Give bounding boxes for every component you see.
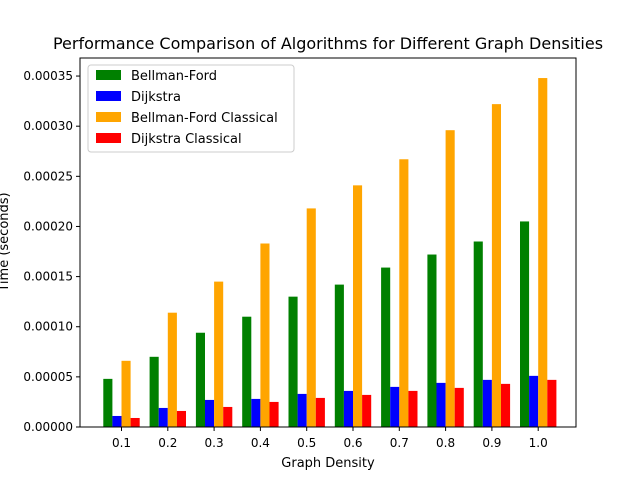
legend-label: Dijkstra [131, 90, 181, 105]
bar-bellman-ford-classical-0.9 [491, 104, 501, 428]
bar-dijkstra-0.6 [343, 390, 353, 427]
bar-bellman-ford-0.8 [427, 254, 437, 427]
bar-dijkstra-classical-0.1 [130, 417, 140, 427]
x-tick-label: 0.6 [343, 436, 362, 450]
legend-swatch [96, 70, 121, 80]
x-tick-label: 0.2 [158, 436, 177, 450]
y-tick-label: 0.00000 [23, 420, 73, 434]
bar-bellman-ford-classical-0.8 [445, 130, 455, 427]
bar-bellman-ford-classical-0.2 [167, 312, 177, 427]
x-axis: 0.1 0.2 0.3 0.4 0.5 0.6 0.7 0.8 0.9 1.0 [112, 427, 548, 450]
chart-title: Performance Comparison of Algorithms for… [53, 34, 603, 53]
bar-dijkstra-classical-0.7 [408, 390, 418, 427]
bar-bellman-ford-0.7 [381, 267, 391, 427]
bar-dijkstra-0.2 [158, 407, 168, 427]
legend-box [87, 64, 295, 153]
bar-dijkstra-classical-1.0 [547, 379, 557, 427]
x-tick-label: 0.5 [297, 436, 316, 450]
y-axis: 0.00000 0.00005 0.00010 0.00015 0.00020 0.000… [23, 69, 80, 434]
bar-dijkstra-classical-0.8 [454, 387, 464, 427]
bar-bellman-ford-1.0 [520, 221, 530, 427]
y-tick-label: 0.00030 [23, 119, 73, 133]
legend-label: Dijkstra Classical [131, 132, 242, 147]
y-axis-label: Time (seconds) [0, 192, 12, 292]
y-tick-label: 0.00025 [23, 169, 73, 183]
bar-dijkstra-0.8 [436, 382, 446, 427]
bar-bellman-ford-classical-0.7 [399, 159, 409, 427]
bar-bellman-ford-classical-0.6 [353, 185, 363, 427]
bar-dijkstra-classical-0.4 [269, 401, 279, 427]
x-tick-label: 0.4 [251, 436, 270, 450]
legend-label: Bellman-Ford [131, 69, 217, 84]
plot-frame [79, 57, 577, 428]
bar-bellman-ford-classical-1.0 [538, 78, 548, 428]
legend-label: Bellman-Ford Classical [131, 111, 278, 126]
bar-bellman-ford-0.3 [195, 332, 205, 427]
bar-dijkstra-0.3 [205, 399, 215, 427]
x-tick-label: 0.3 [205, 436, 224, 450]
y-tick-label: 0.00020 [23, 219, 73, 233]
bar-dijkstra-classical-0.3 [223, 406, 233, 427]
bar-bellman-ford-0.1 [103, 378, 113, 427]
bar-bellman-ford-0.2 [149, 356, 159, 427]
x-tick-label: 0.8 [436, 436, 455, 450]
bar-dijkstra-1.0 [529, 375, 539, 427]
bar-bellman-ford-classical-0.1 [121, 360, 131, 427]
legend: Bellman-Ford Dijkstra Bellman-Ford Classic… [87, 64, 295, 153]
bar-dijkstra-classical-0.2 [176, 410, 186, 427]
x-tick-label: 1.0 [529, 436, 548, 450]
x-tick-label: 0.1 [112, 436, 131, 450]
bar-bellman-ford-classical-0.5 [306, 208, 316, 427]
bar-bellman-ford-0.9 [473, 241, 483, 427]
bar-dijkstra-0.1 [112, 415, 122, 427]
legend-swatch [96, 133, 121, 143]
bars-group [103, 78, 557, 428]
bar-bellman-ford-0.6 [334, 284, 344, 427]
legend-swatch [96, 91, 121, 101]
y-tick-label: 0.00015 [23, 270, 73, 284]
y-tick-label: 0.00035 [23, 69, 73, 83]
bar-dijkstra-classical-0.5 [315, 397, 325, 427]
x-tick-label: 0.9 [482, 436, 501, 450]
x-tick-label: 0.7 [390, 436, 409, 450]
bar-dijkstra-0.5 [297, 393, 307, 427]
bar-bellman-ford-classical-0.3 [214, 281, 224, 427]
bar-dijkstra-0.9 [482, 379, 492, 427]
legend-swatch [96, 112, 121, 122]
y-tick-label: 0.00010 [23, 320, 73, 334]
y-tick-label: 0.00005 [23, 370, 73, 384]
bar-dijkstra-classical-0.9 [501, 383, 511, 427]
bar-bellman-ford-0.5 [288, 296, 298, 427]
bar-dijkstra-0.7 [390, 386, 400, 427]
bar-dijkstra-0.4 [251, 398, 261, 427]
bar-dijkstra-classical-0.6 [362, 394, 372, 427]
x-axis-label: Graph Density [281, 456, 375, 471]
bar-bellman-ford-classical-0.4 [260, 243, 270, 427]
bar-bellman-ford-0.4 [242, 316, 252, 427]
